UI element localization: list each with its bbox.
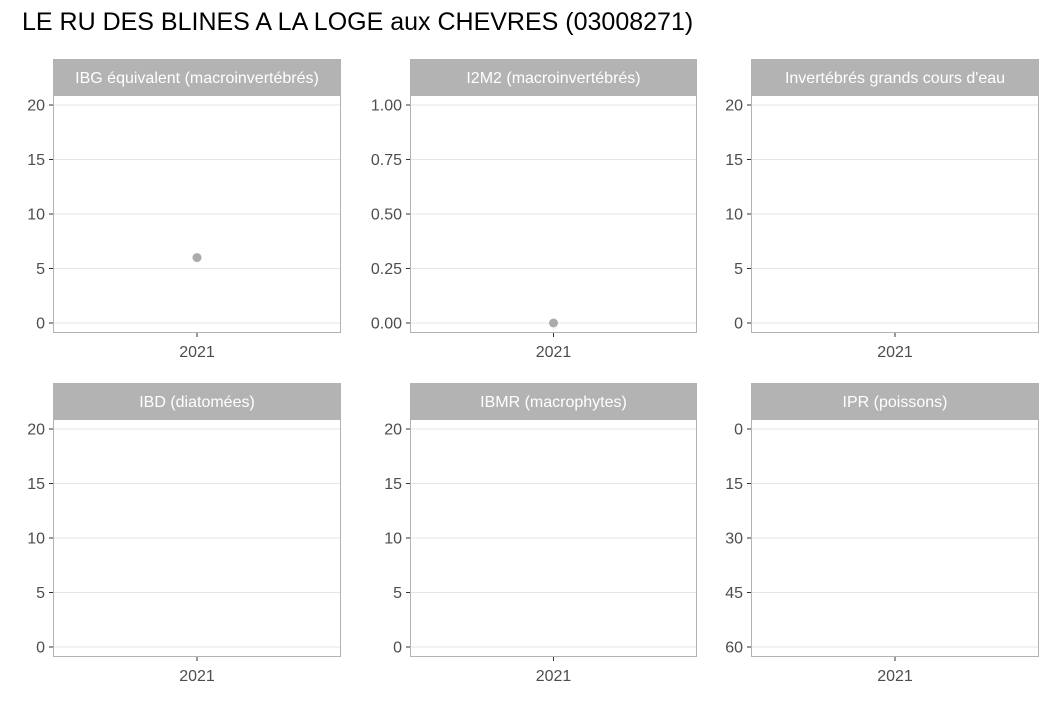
data-point [192,253,202,263]
y-tick-label: 15 [27,476,45,493]
facet-strip [751,59,1039,95]
data-point [549,318,558,328]
y-tick-label: 60 [725,640,743,657]
y-tick-label: 0.75 [371,152,402,169]
y-tick-label: 5 [36,261,45,278]
y-tick-label: 0.50 [371,207,402,224]
facet-strip [410,59,697,95]
facet-strip-label: IBD (diatomées) [139,394,255,411]
facet-strip-label: IBG équivalent (macroinvertébrés) [75,70,319,87]
y-tick-label: 0 [734,422,743,439]
y-tick-label: 20 [27,98,45,115]
y-tick-label: 0.00 [371,316,402,333]
y-tick-label: 0 [36,640,45,657]
y-tick-label: 20 [384,422,402,439]
y-tick-label: 1.00 [371,98,402,115]
facet-strip-label: I2M2 (macroinvertébrés) [466,70,640,87]
y-tick-label: 5 [36,585,45,602]
facet-panel: 0 5 10 15 20 2021 Invertébrés grands cours d'e… [725,59,1039,361]
facet-panel: 0 5 10 15 20 2021 IBG équivalent (macroinverté… [27,59,341,361]
y-tick-label: 15 [384,476,402,493]
facet-strip-label: IBMR (macrophytes) [480,394,627,411]
facet-strip [751,383,1039,419]
facet-panel: 0 5 10 15 20 2021 IBD (diatomées) [27,383,341,685]
facet-strip-label: IPR (poissons) [843,394,948,411]
facet-panel: 0 15 30 45 60 2021 IPR (poissons) [725,383,1039,685]
x-tick-label: 2021 [536,344,572,361]
y-tick-label: 0 [393,640,402,657]
x-tick-label: 2021 [179,344,215,361]
page-title: LE RU DES BLINES A LA LOGE aux CHEVRES (… [22,8,694,36]
y-tick-label: 0 [734,316,743,333]
y-tick-label: 20 [725,98,743,115]
y-tick-label: 15 [725,152,743,169]
y-tick-label: 10 [27,531,45,548]
facet-panel: 0 5 10 15 20 2021 IBMR (macrophytes) [384,383,697,685]
x-tick-label: 2021 [877,344,913,361]
facet-strip [410,383,697,419]
y-tick-label: 20 [27,422,45,439]
y-tick-label: 10 [725,207,743,224]
x-tick-label: 2021 [877,668,913,685]
y-tick-label: 0.25 [371,261,402,278]
facet-strip [53,383,341,419]
y-tick-label: 30 [725,531,743,548]
x-tick-label: 2021 [536,668,572,685]
y-tick-label: 10 [27,207,45,224]
y-tick-label: 45 [725,585,743,602]
y-tick-label: 5 [393,585,402,602]
facet-strip [53,59,341,95]
x-tick-label: 2021 [179,668,215,685]
y-tick-label: 10 [384,531,402,548]
y-tick-label: 5 [734,261,743,278]
y-tick-label: 15 [27,152,45,169]
facet-panel: 0.00 0.25 0.50 0.75 1.00 2021 I2M2 (macroinver… [371,59,697,361]
y-tick-label: 0 [36,316,45,333]
facet-strip-label: Invertébrés grands cours d'eau [785,70,1005,87]
y-tick-label: 15 [725,476,743,493]
